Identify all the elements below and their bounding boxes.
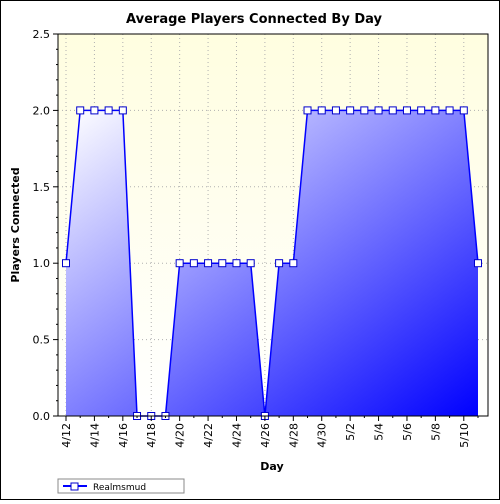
data-point-marker xyxy=(402,106,411,115)
x-axis-label: Day xyxy=(260,460,283,473)
data-point-marker xyxy=(289,259,298,268)
x-tick-label: 4/24 xyxy=(230,423,243,448)
x-tick-label: 5/2 xyxy=(344,423,357,441)
data-point-marker xyxy=(90,106,99,115)
x-tick-label: 4/20 xyxy=(174,423,187,448)
data-point-marker xyxy=(331,106,340,115)
data-point-marker xyxy=(175,259,184,268)
x-axis: 4/12 4/14 4/16 4/18 4/20 4/22 4/24 4/26 4/28 4/30… xyxy=(60,416,479,448)
data-point-marker xyxy=(218,259,227,268)
data-point-marker xyxy=(417,106,426,115)
data-point-marker xyxy=(189,259,198,268)
y-tick-label: 2.5 xyxy=(33,28,51,41)
data-point-marker xyxy=(374,106,383,115)
data-point-marker xyxy=(232,259,241,268)
x-tick-label: 4/28 xyxy=(287,423,300,448)
y-axis-label: Players Connected xyxy=(9,167,22,282)
data-point-marker xyxy=(104,106,113,115)
x-tick-label: 5/4 xyxy=(373,423,386,441)
x-tick-label: 4/26 xyxy=(259,423,272,448)
data-point-marker xyxy=(445,106,454,115)
legend-box xyxy=(57,478,185,494)
x-tick-label: 5/6 xyxy=(401,423,414,441)
plot-border xyxy=(57,33,489,417)
data-point-marker xyxy=(360,106,369,115)
y-axis: 0.0 0.5 1.0 1.5 2.0 2.5 xyxy=(33,28,58,423)
x-tick-label: 4/30 xyxy=(316,423,329,448)
x-tick-label: 5/10 xyxy=(458,423,471,448)
series-area xyxy=(66,110,478,417)
data-point-marker xyxy=(62,259,70,268)
data-point-marker xyxy=(246,259,255,268)
x-tick-label: 4/22 xyxy=(202,423,215,448)
data-point-marker xyxy=(303,106,312,115)
legend-entry-realmsmud: Realmsmud xyxy=(93,483,146,493)
y-tick-label: 1.0 xyxy=(33,257,51,270)
data-point-marker xyxy=(388,106,397,115)
data-point-marker xyxy=(275,259,284,268)
data-point-marker xyxy=(459,106,468,115)
data-point-marker xyxy=(317,106,326,115)
legend: Realmsmud xyxy=(57,478,185,494)
x-tick-label: 4/16 xyxy=(117,423,130,448)
x-tick-label: 5/8 xyxy=(429,423,442,441)
y-tick-label: 0.0 xyxy=(33,410,51,423)
data-point-marker xyxy=(474,259,482,268)
y-tick-label: 2.0 xyxy=(33,104,51,117)
legend-marker-swatch xyxy=(70,482,79,491)
data-point-marker xyxy=(431,106,440,115)
y-tick-label: 1.5 xyxy=(33,181,51,194)
y-tick-label: 0.5 xyxy=(33,334,51,347)
data-point-marker xyxy=(118,106,127,115)
x-tick-label: 4/12 xyxy=(60,423,73,448)
data-point-marker xyxy=(346,106,355,115)
x-tick-label: 4/18 xyxy=(145,423,158,448)
chart-title: Average Players Connected By Day xyxy=(126,12,382,27)
data-point-marker xyxy=(76,106,85,115)
data-point-marker xyxy=(204,259,213,268)
x-tick-label: 4/14 xyxy=(88,423,101,448)
